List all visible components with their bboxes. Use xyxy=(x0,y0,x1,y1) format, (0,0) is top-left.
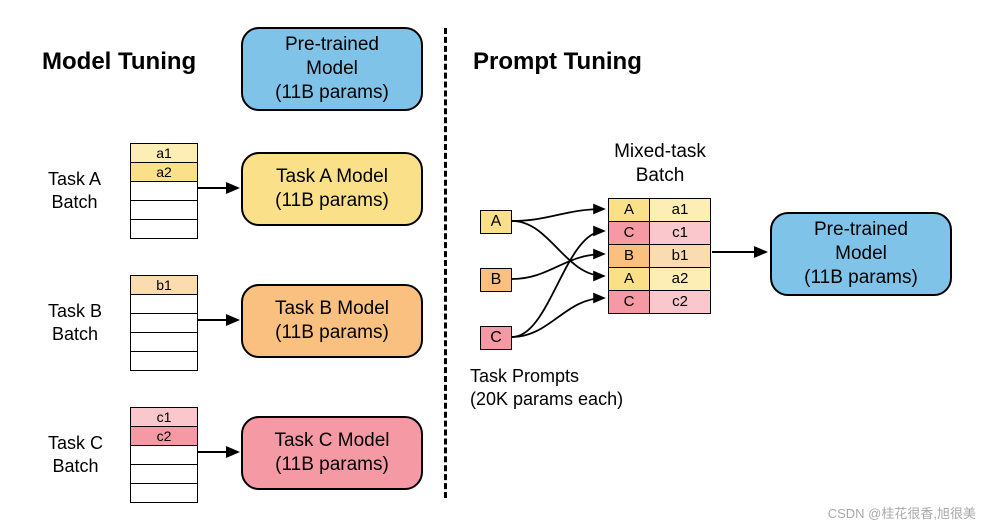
label-mixed-task: Mixed-taskBatch xyxy=(600,140,720,188)
box-pretrained-left: Pre-trained Model (11B params) xyxy=(241,27,423,111)
grid-task-c-row xyxy=(131,446,197,465)
grid-task-c: c1 c2 xyxy=(130,407,198,503)
grid-task-a-row xyxy=(131,220,197,238)
prompt-box-b: B xyxy=(480,268,512,292)
grid-task-b-row xyxy=(131,314,197,333)
caption-task-prompts: Task Prompts (20K params each) xyxy=(470,365,623,410)
box-pretrained-right: Pre-trained Model (11B params) xyxy=(770,212,952,296)
grid-task-b: b1 xyxy=(130,275,198,371)
grid-task-c-row xyxy=(131,465,197,484)
grid-mixed: Aa1 Cc1 Bb1 Aa2 Cc2 xyxy=(608,198,711,314)
grid-task-a: a1 a2 xyxy=(130,143,198,239)
label-task-c: Task C Batch xyxy=(48,432,103,477)
heading-prompt-tuning: Prompt Tuning xyxy=(473,48,642,76)
grid-task-a-row xyxy=(131,182,197,201)
grid-task-b-row xyxy=(131,352,197,370)
grid-task-a-row xyxy=(131,201,197,220)
grid-task-c-row: c2 xyxy=(131,427,197,446)
grid-task-a-row: a1 xyxy=(131,144,197,163)
box-pretrained-left-l1: Pre-trained xyxy=(285,33,379,57)
watermark: CSDN @桂花很香,旭很美 xyxy=(828,503,976,522)
grid-task-b-row xyxy=(131,333,197,352)
grid-task-b-row: b1 xyxy=(131,276,197,295)
grid-task-a-row: a2 xyxy=(131,163,197,182)
prompt-box-a: A xyxy=(480,210,512,234)
grid-task-c-row xyxy=(131,484,197,502)
label-task-b: Task B Batch xyxy=(48,300,102,345)
prompt-box-c: C xyxy=(480,326,512,350)
box-pretrained-left-l3: (11B params) xyxy=(275,81,389,105)
grid-task-c-row: c1 xyxy=(131,408,197,427)
box-task-c-model: Task C Model (11B params) xyxy=(241,416,423,490)
label-task-a: Task A Batch xyxy=(48,168,101,213)
divider xyxy=(444,28,447,498)
heading-model-tuning: Model Tuning xyxy=(42,48,196,76)
box-task-b-model: Task B Model (11B params) xyxy=(241,284,423,358)
box-pretrained-left-l2: Model xyxy=(306,57,358,81)
box-task-a-model: Task A Model (11B params) xyxy=(241,152,423,226)
grid-task-b-row xyxy=(131,295,197,314)
